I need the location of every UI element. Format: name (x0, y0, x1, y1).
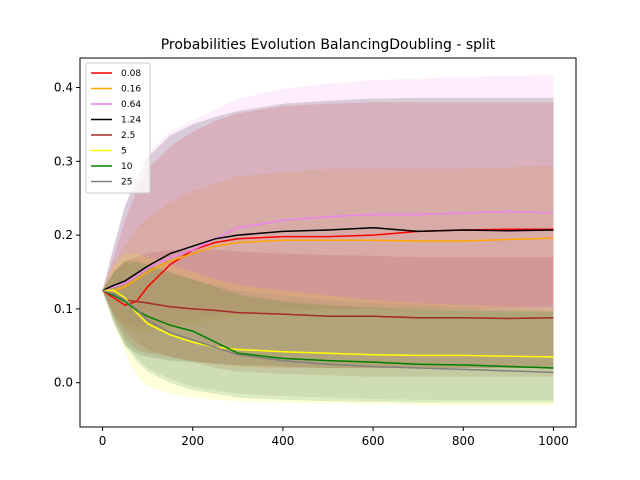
y-tick-label: 0.4 (54, 81, 73, 95)
legend-label: 2.5 (121, 131, 135, 141)
band-series-1.24 (102, 97, 554, 369)
x-tick-label: 200 (181, 434, 204, 448)
x-tick-label: 0 (99, 434, 107, 448)
x-tick-label: 400 (271, 434, 294, 448)
plot-frame (79, 57, 577, 428)
legend-label: 10 (121, 162, 133, 172)
band-series-0.08 (102, 102, 554, 369)
y-tick-label: 0.2 (54, 228, 73, 242)
legend-label: 0.64 (121, 100, 141, 110)
line-series-0.64 (102, 210, 554, 292)
x-axis-ticks: 0 200 400 600 800 1000 (99, 427, 569, 448)
band-series-25 (102, 263, 554, 401)
y-axis-ticks: 0.0 0.1 0.2 0.3 0.4 (54, 81, 80, 390)
y-tick-label: 0.0 (54, 376, 73, 390)
line-series-0.16 (102, 237, 554, 292)
band-series-0.64 (102, 75, 554, 328)
x-tick-label: 800 (452, 434, 475, 448)
x-tick-label: 1000 (538, 434, 569, 448)
legend-box (85, 62, 151, 194)
y-tick-label: 0.3 (54, 154, 73, 168)
x-tick-label: 600 (362, 434, 385, 448)
chart-title: Probabilities Evolution BalancingDoublin… (161, 37, 496, 53)
line-series-1.24 (102, 226, 554, 292)
y-tick-label: 0.1 (54, 302, 73, 316)
legend-label: 25 (121, 178, 132, 188)
band-series-2.5 (102, 249, 554, 377)
line-series-10 (102, 289, 554, 369)
legend-label: 0.16 (121, 85, 141, 95)
legend-label: 1.24 (121, 116, 141, 126)
band-series-5 (102, 253, 554, 405)
series-lines (102, 210, 554, 374)
legend-label: 0.08 (121, 69, 141, 79)
band-series-0.16 (102, 165, 554, 332)
legend-label: 5 (121, 147, 127, 157)
line-series-2.5 (102, 289, 554, 320)
legend: 0.08 0.16 0.64 1.24 2.5 5 10 25 (85, 62, 151, 194)
line-series-25 (102, 289, 554, 374)
confidence-bands (102, 75, 554, 405)
band-series-10 (102, 261, 554, 403)
